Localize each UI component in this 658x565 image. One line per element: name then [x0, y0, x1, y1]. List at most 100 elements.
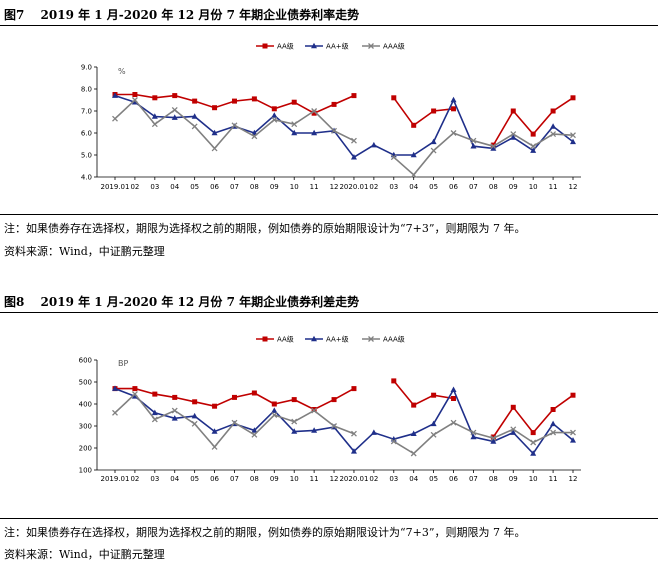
- data-point: [331, 397, 337, 403]
- data-point: [410, 171, 417, 178]
- data-point: [550, 429, 557, 436]
- data-point: [350, 154, 357, 160]
- rate-trend-chart: 4.05.06.07.08.09.0 %2019.01 02 03 04 05 06 07 08…: [81, 42, 581, 191]
- x-tick-label: 07: [230, 183, 239, 191]
- data-point: [172, 394, 178, 400]
- data-point: [410, 450, 417, 457]
- data-point: [151, 121, 158, 128]
- x-tick-label: 09: [270, 475, 279, 483]
- figure-7-source: 资料来源：Wind，中证鹏元整理: [4, 245, 165, 258]
- data-point: [410, 151, 417, 158]
- data-point: [152, 391, 158, 397]
- data-point: [570, 138, 576, 145]
- x-tick-label: 09: [509, 183, 518, 191]
- data-point: [350, 430, 357, 437]
- data-point: [291, 99, 297, 105]
- data-point: [490, 143, 497, 150]
- legend-label: AAA级: [383, 42, 405, 51]
- data-point: [231, 98, 237, 104]
- data-point: [390, 438, 397, 445]
- data-point: [271, 412, 278, 418]
- data-point: [171, 415, 178, 421]
- data-point: [291, 397, 297, 403]
- figure-8-top-rule: [0, 312, 658, 313]
- x-tick-label: 07: [469, 183, 478, 191]
- y-tick-label: 100: [79, 467, 92, 475]
- x-tick-label: 08: [250, 475, 259, 483]
- y-tick-label: 6.0: [81, 130, 92, 138]
- legend-marker: [262, 336, 268, 342]
- x-tick-label: 10: [529, 183, 538, 191]
- data-point: [530, 450, 537, 456]
- data-point: [510, 134, 517, 140]
- data-point: [131, 391, 138, 398]
- x-tick-label: 06: [210, 183, 219, 191]
- data-point: [490, 145, 497, 151]
- data-point: [271, 116, 278, 123]
- data-point: [451, 106, 457, 112]
- data-point: [131, 97, 138, 103]
- data-point: [212, 403, 218, 409]
- data-point: [311, 427, 318, 433]
- x-tick-label: 12: [330, 183, 339, 191]
- y-tick-label: 600: [79, 357, 92, 365]
- data-point: [490, 142, 496, 148]
- figure-8-source: 资料来源：Wind，中证鹏元整理: [4, 548, 165, 561]
- legend-label: AA+级: [326, 335, 349, 344]
- data-point: [370, 141, 377, 148]
- x-tick-label: 2019.01: [101, 475, 130, 483]
- y-tick-label: 7.0: [81, 108, 92, 116]
- x-tick-label: 07: [230, 475, 239, 483]
- data-point: [171, 114, 178, 120]
- y-tick-label: 300: [79, 423, 92, 431]
- data-point: [191, 420, 198, 427]
- data-point: [570, 392, 576, 398]
- data-point: [131, 99, 138, 105]
- legend-label: AA级: [277, 42, 294, 51]
- data-point: [271, 407, 278, 413]
- x-tick-label: 10: [529, 475, 538, 483]
- x-tick-label: 2020.01: [339, 183, 368, 191]
- data-point: [431, 392, 437, 398]
- data-point: [311, 129, 318, 136]
- y-tick-label: 5.0: [81, 152, 92, 160]
- data-point: [530, 131, 536, 137]
- data-point: [550, 420, 557, 427]
- data-point: [191, 113, 198, 119]
- data-point: [172, 93, 178, 99]
- data-point: [112, 409, 118, 416]
- data-point: [112, 92, 118, 98]
- data-point: [411, 122, 417, 128]
- y-tick-label: 500: [79, 379, 92, 387]
- x-tick-label: 04: [170, 475, 179, 483]
- data-point: [251, 390, 257, 396]
- data-point: [570, 132, 576, 139]
- data-point: [271, 401, 277, 407]
- data-point: [191, 123, 198, 130]
- figure-8-bottom-rule: [0, 518, 658, 519]
- unit-label: BP: [118, 359, 128, 368]
- x-tick-label: 05: [429, 475, 438, 483]
- x-tick-label: 06: [449, 475, 458, 483]
- y-tick-label: 9.0: [81, 64, 92, 72]
- data-point: [350, 448, 357, 454]
- legend-marker: [311, 335, 317, 342]
- y-tick-label: 200: [79, 445, 92, 453]
- x-tick-label: 02: [369, 183, 378, 191]
- data-point: [291, 428, 298, 434]
- data-point: [550, 131, 557, 138]
- x-tick-label: 08: [489, 183, 498, 191]
- legend-label: AA级: [277, 335, 294, 344]
- data-point: [132, 386, 138, 392]
- figure-8-title: 图8 2019 年 1 月-2020 年 12 月份 7 年期企业债券利差走势: [4, 295, 360, 309]
- x-tick-label: 11: [310, 475, 319, 483]
- x-tick-label: 06: [210, 475, 219, 483]
- data-point: [331, 423, 338, 429]
- x-tick-label: 03: [150, 183, 159, 191]
- data-point: [490, 435, 497, 442]
- data-point: [510, 404, 516, 410]
- data-point: [211, 428, 218, 434]
- data-point: [530, 430, 536, 436]
- data-point: [530, 147, 537, 153]
- data-point: [550, 407, 556, 412]
